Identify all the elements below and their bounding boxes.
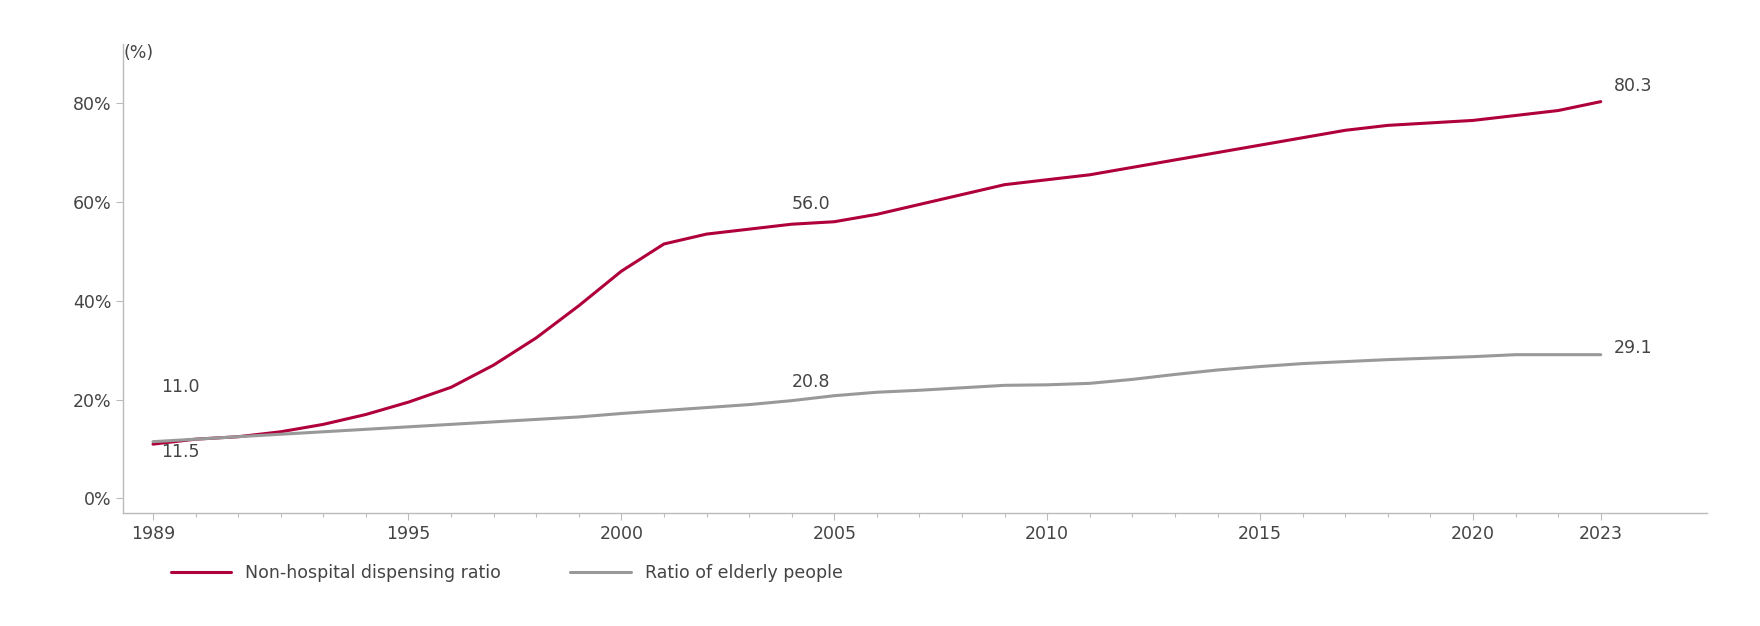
Ratio of elderly people <box>1250 363 1271 371</box>
Ratio of elderly people <box>313 428 334 436</box>
Non-hospital dispensing ratio <box>653 240 674 248</box>
Ratio of elderly people <box>781 397 803 404</box>
Non-hospital dispensing ratio <box>313 421 334 428</box>
Non-hospital dispensing ratio <box>952 191 973 198</box>
Ratio of elderly people <box>143 438 164 446</box>
Non-hospital dispensing ratio <box>271 428 292 436</box>
Ratio of elderly people <box>1505 351 1526 359</box>
Non-hospital dispensing ratio <box>1037 176 1058 183</box>
Ratio of elderly people <box>526 416 547 423</box>
Non-hospital dispensing ratio <box>143 440 164 448</box>
Line: Non-hospital dispensing ratio: Non-hospital dispensing ratio <box>153 101 1602 444</box>
Non-hospital dispensing ratio <box>908 201 929 208</box>
Non-hospital dispensing ratio <box>1420 119 1441 126</box>
Non-hospital dispensing ratio <box>356 411 377 418</box>
Text: 11.0: 11.0 <box>162 378 201 396</box>
Ratio of elderly people <box>1334 358 1355 366</box>
Non-hospital dispensing ratio <box>1165 156 1186 164</box>
Ratio of elderly people <box>398 423 419 431</box>
Non-hospital dispensing ratio <box>695 230 716 238</box>
Non-hospital dispensing ratio <box>1591 98 1612 105</box>
Non-hospital dispensing ratio <box>1292 134 1313 141</box>
Ratio of elderly people <box>356 426 377 433</box>
Non-hospital dispensing ratio <box>781 220 803 228</box>
Non-hospital dispensing ratio <box>526 334 547 342</box>
Ratio of elderly people <box>1420 354 1441 362</box>
Non-hospital dispensing ratio <box>1334 126 1355 134</box>
Ratio of elderly people <box>1037 381 1058 389</box>
Ratio of elderly people <box>440 421 461 428</box>
Ratio of elderly people <box>482 418 503 426</box>
Ratio of elderly people <box>611 410 632 418</box>
Line: Ratio of elderly people: Ratio of elderly people <box>153 355 1602 442</box>
Ratio of elderly people <box>1207 366 1228 374</box>
Text: 20.8: 20.8 <box>792 373 831 391</box>
Text: 80.3: 80.3 <box>1614 77 1653 95</box>
Ratio of elderly people <box>824 392 845 399</box>
Non-hospital dispensing ratio <box>185 436 206 443</box>
Ratio of elderly people <box>1079 379 1100 387</box>
Non-hospital dispensing ratio <box>398 398 419 406</box>
Non-hospital dispensing ratio <box>1207 149 1228 156</box>
Ratio of elderly people <box>1378 356 1399 363</box>
Non-hospital dispensing ratio <box>1121 163 1142 171</box>
Ratio of elderly people <box>866 389 887 396</box>
Non-hospital dispensing ratio <box>1463 116 1484 124</box>
Non-hospital dispensing ratio <box>611 267 632 275</box>
Non-hospital dispensing ratio <box>1547 107 1568 115</box>
Ratio of elderly people <box>568 413 590 421</box>
Ratio of elderly people <box>227 433 248 441</box>
Ratio of elderly people <box>1121 376 1142 383</box>
Ratio of elderly people <box>1547 351 1568 359</box>
Text: 11.5: 11.5 <box>162 443 201 461</box>
Non-hospital dispensing ratio <box>824 218 845 225</box>
Text: 29.1: 29.1 <box>1614 339 1653 357</box>
Ratio of elderly people <box>1591 351 1612 359</box>
Ratio of elderly people <box>1165 371 1186 378</box>
Non-hospital dispensing ratio <box>227 433 248 441</box>
Ratio of elderly people <box>1463 353 1484 361</box>
Ratio of elderly people <box>739 401 760 408</box>
Ratio of elderly people <box>185 436 206 443</box>
Ratio of elderly people <box>271 431 292 438</box>
Legend: Non-hospital dispensing ratio, Ratio of elderly people: Non-hospital dispensing ratio, Ratio of … <box>164 557 850 589</box>
Non-hospital dispensing ratio <box>482 361 503 369</box>
Ratio of elderly people <box>994 382 1016 389</box>
Text: (%): (%) <box>123 44 153 62</box>
Text: 56.0: 56.0 <box>792 195 831 213</box>
Non-hospital dispensing ratio <box>568 302 590 309</box>
Ratio of elderly people <box>1292 360 1313 367</box>
Non-hospital dispensing ratio <box>1378 121 1399 129</box>
Non-hospital dispensing ratio <box>1505 111 1526 119</box>
Non-hospital dispensing ratio <box>994 181 1016 188</box>
Non-hospital dispensing ratio <box>1079 171 1100 178</box>
Non-hospital dispensing ratio <box>440 384 461 391</box>
Ratio of elderly people <box>695 404 716 411</box>
Ratio of elderly people <box>908 386 929 394</box>
Non-hospital dispensing ratio <box>866 210 887 218</box>
Non-hospital dispensing ratio <box>1250 141 1271 149</box>
Ratio of elderly people <box>653 407 674 414</box>
Non-hospital dispensing ratio <box>739 225 760 233</box>
Ratio of elderly people <box>952 384 973 391</box>
